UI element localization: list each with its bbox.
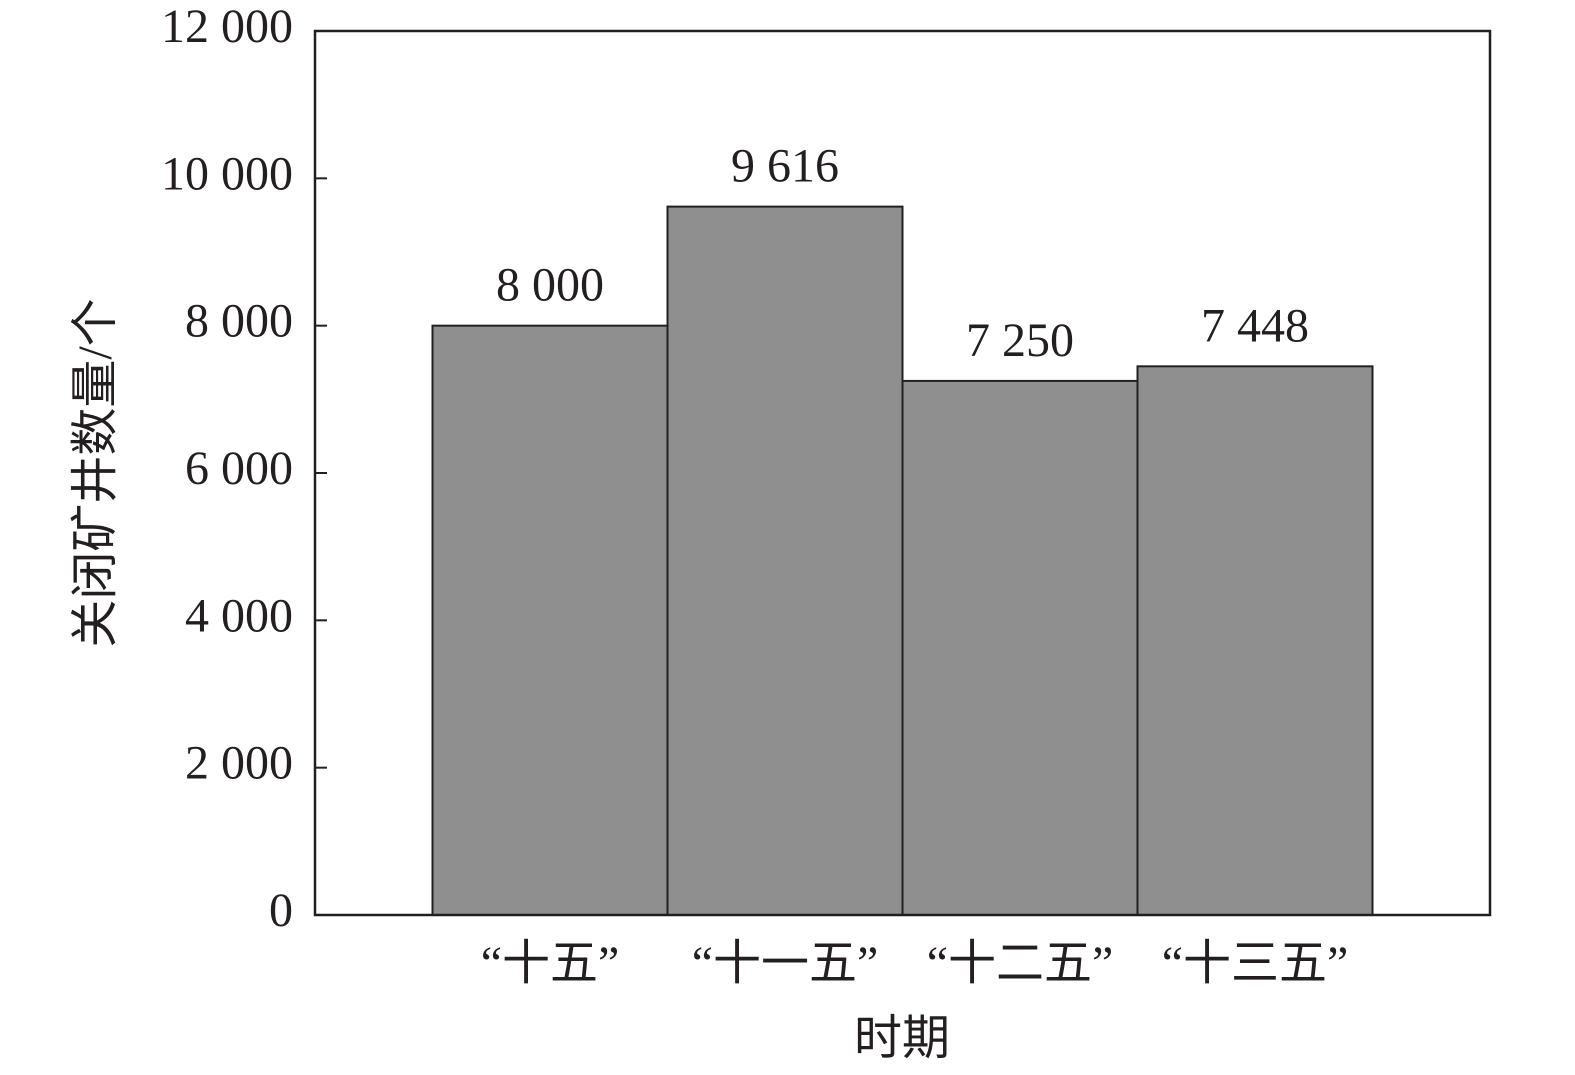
value-label: 7 448 <box>1201 299 1309 352</box>
bar <box>901 379 1139 916</box>
value-label: 8 000 <box>496 259 604 312</box>
y-tick-label: 4 000 <box>185 589 293 642</box>
value-label: 7 250 <box>966 314 1074 367</box>
y-tick-label: 2 000 <box>185 737 293 790</box>
x-axis-label: 时期 <box>854 1012 950 1065</box>
y-tick-label: 10 000 <box>161 147 293 200</box>
plot-frame <box>313 29 1492 917</box>
x-tick-label: “十三五” <box>1162 937 1349 990</box>
y-tick-label: 12 000 <box>161 0 293 53</box>
x-tick-label: “十二五” <box>927 937 1114 990</box>
x-tick-label: “十五” <box>481 937 620 990</box>
y-axis-label: 关闭矿井数量/个 <box>69 298 122 647</box>
value-label: 9 616 <box>731 140 839 193</box>
bar <box>431 324 669 916</box>
y-tick-label: 0 <box>269 884 293 937</box>
bar <box>666 205 904 916</box>
x-tick-label: “十一五” <box>692 937 879 990</box>
bar <box>1136 365 1374 916</box>
y-tick-label: 6 000 <box>185 442 293 495</box>
y-tick-label: 8 000 <box>185 295 293 348</box>
